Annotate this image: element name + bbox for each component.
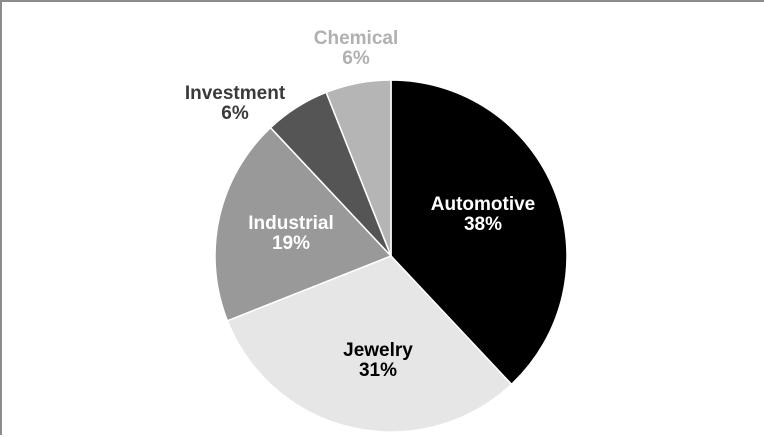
pie-slices — [214, 79, 568, 433]
slice-label-chemical: Chemical — [314, 28, 398, 49]
slice-label-investment: Investment — [185, 83, 286, 104]
pie-slice-jewelry — [226, 255, 513, 433]
pie-slice-industrial — [214, 126, 393, 322]
slice-value-automotive: 38% — [464, 214, 502, 235]
pie-slice-automotive — [390, 79, 568, 386]
pie-slice-chemical — [325, 79, 392, 257]
slice-value-investment: 6% — [221, 103, 249, 124]
slice-value-chemical: 6% — [342, 48, 370, 69]
slice-label-industrial: Industrial — [248, 213, 334, 234]
slice-value-industrial: 19% — [272, 233, 310, 254]
slice-label-jewelry: Jewelry — [343, 340, 413, 361]
slice-label-automotive: Automotive — [431, 194, 536, 215]
slice-value-jewelry: 31% — [359, 360, 397, 381]
